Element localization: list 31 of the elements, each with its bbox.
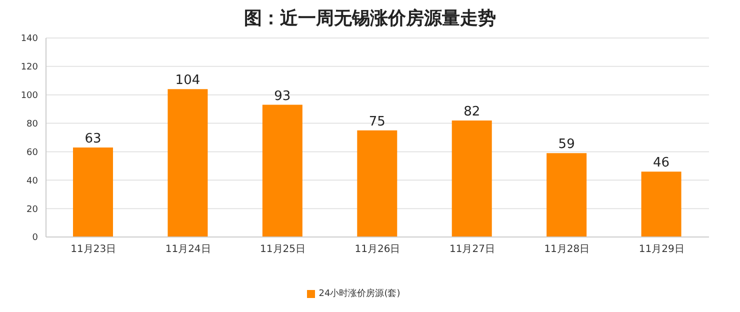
data-label: 46 bbox=[653, 156, 670, 171]
x-tick-label: 11月26日 bbox=[354, 244, 400, 256]
bar bbox=[168, 89, 208, 237]
y-tick-label: 40 bbox=[26, 176, 38, 186]
y-tick-label: 0 bbox=[32, 233, 38, 244]
y-tick-label: 100 bbox=[20, 91, 38, 102]
bar bbox=[641, 172, 682, 237]
y-tick-label: 120 bbox=[20, 62, 38, 73]
data-label: 104 bbox=[175, 73, 200, 88]
y-tick-label: 60 bbox=[26, 148, 38, 158]
bar bbox=[73, 147, 113, 237]
x-tick-label: 11月24日 bbox=[165, 244, 211, 256]
x-tick-label: 11月23日 bbox=[70, 244, 116, 256]
bar bbox=[262, 104, 302, 237]
chart-title: 图：近一周无锡涨价房源量走势 bbox=[243, 8, 497, 31]
x-tick-label: 11月29日 bbox=[638, 244, 684, 256]
data-label: 93 bbox=[274, 88, 291, 104]
x-tick-label: 11月27日 bbox=[449, 244, 495, 256]
x-tick-label: 11月28日 bbox=[544, 244, 590, 256]
y-tick-label: 80 bbox=[26, 119, 38, 130]
data-label: 75 bbox=[368, 114, 386, 130]
y-tick-label: 140 bbox=[20, 34, 38, 44]
x-tick-label: 11月25日 bbox=[260, 244, 306, 256]
data-label: 63 bbox=[84, 131, 102, 146]
legend-label: 24小时涨价房源(套) bbox=[318, 289, 400, 299]
bar bbox=[357, 130, 398, 237]
y-tick-label: 20 bbox=[26, 204, 38, 215]
bar bbox=[546, 153, 587, 237]
data-label: 59 bbox=[558, 137, 575, 152]
bar bbox=[452, 120, 492, 237]
data-label: 82 bbox=[464, 104, 480, 120]
